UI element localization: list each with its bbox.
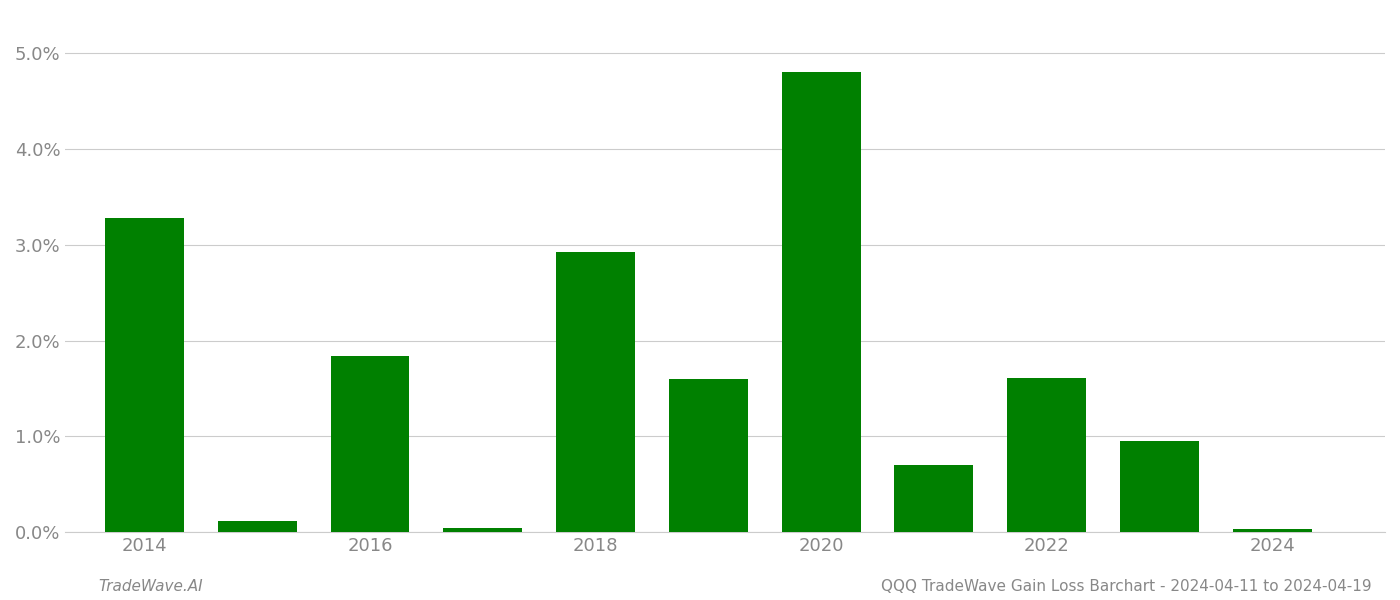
Bar: [1233, 529, 1312, 532]
Bar: [895, 465, 973, 532]
Bar: [105, 218, 183, 532]
Bar: [444, 529, 522, 532]
Bar: [556, 251, 636, 532]
Text: TradeWave.AI: TradeWave.AI: [98, 579, 203, 594]
Bar: [781, 73, 861, 532]
Bar: [1007, 378, 1086, 532]
Bar: [1120, 441, 1198, 532]
Text: QQQ TradeWave Gain Loss Barchart - 2024-04-11 to 2024-04-19: QQQ TradeWave Gain Loss Barchart - 2024-…: [882, 579, 1372, 594]
Bar: [669, 379, 748, 532]
Bar: [218, 521, 297, 532]
Bar: [330, 356, 409, 532]
